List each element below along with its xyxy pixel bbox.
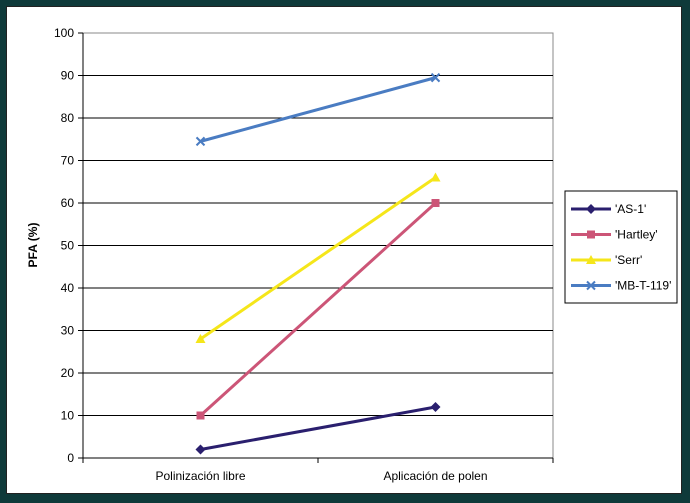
legend-label: 'Hartley': [615, 228, 658, 242]
legend-label: 'Serr': [615, 253, 642, 267]
series-line-serr: [199, 176, 437, 341]
data-point-mb-t-119: [195, 136, 206, 147]
series-hartley: [196, 199, 440, 420]
legend-marker: [586, 255, 596, 264]
series-mb-t-119: [195, 72, 441, 147]
y-axis-label: PFA (%): [26, 223, 40, 268]
series-line-as-1: [200, 405, 436, 451]
series-group: [195, 72, 441, 455]
legend-marker: [586, 204, 596, 214]
y-tick-label: 60: [61, 196, 75, 210]
x-axis-ticks: Polinización libre Aplicación de polen: [82, 458, 554, 483]
y-tick-label: 20: [61, 366, 75, 380]
legend-item-mb-t-119: 'MB-T-119': [571, 279, 671, 293]
series-as-1: [195, 402, 441, 455]
chart-frame: 0 10 20 30 40 50 60 70 80 90 100 Polinización libr…: [6, 6, 682, 494]
x-tick-label: Polinización libre: [155, 469, 245, 483]
gridlines: [83, 75, 553, 416]
legend-item-hartley: 'Hartley': [571, 228, 658, 242]
series-serr: [195, 172, 441, 343]
data-point-hartley: [196, 411, 205, 420]
data-point-hartley: [431, 199, 440, 207]
data-point-as-1: [195, 444, 206, 455]
line-chart: 0 10 20 30 40 50 60 70 80 90 100 Polinización libr…: [26, 26, 678, 483]
y-tick-label: 10: [61, 409, 75, 423]
series-line-mb-t-119: [200, 76, 436, 143]
legend-marker: [587, 230, 595, 239]
y-tick-label: 90: [61, 69, 75, 83]
y-tick-label: 0: [67, 451, 74, 465]
y-tick-label: 30: [61, 324, 75, 338]
legend-label: 'MB-T-119': [615, 279, 671, 293]
y-tick-label: 100: [54, 26, 74, 40]
data-point-serr: [430, 172, 441, 182]
legend-marker: [586, 280, 596, 291]
y-tick-label: 70: [61, 154, 75, 168]
legend-item-as-1: 'AS-1': [571, 202, 646, 216]
legend-label: 'AS-1': [615, 202, 646, 216]
y-tick-label: 80: [61, 111, 75, 125]
data-point-as-1: [430, 402, 441, 412]
legend: 'AS-1' 'Hartley' 'Serr' 'MB-T-119': [564, 190, 678, 304]
x-tick-label: Aplicación de polen: [383, 469, 487, 483]
y-tick-label: 50: [61, 239, 75, 253]
data-point-mb-t-119: [430, 72, 441, 83]
y-tick-label: 40: [61, 281, 75, 295]
series-line-hartley: [199, 201, 437, 417]
legend-item-serr: 'Serr': [571, 253, 642, 267]
data-point-serr: [195, 334, 206, 343]
y-axis-ticks: 0 10 20 30 40 50 60 70 80 90 100: [54, 26, 553, 465]
